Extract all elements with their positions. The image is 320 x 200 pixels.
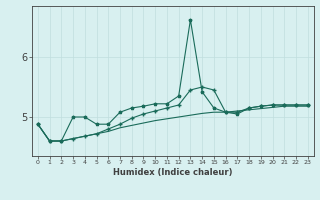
X-axis label: Humidex (Indice chaleur): Humidex (Indice chaleur)	[113, 168, 233, 177]
